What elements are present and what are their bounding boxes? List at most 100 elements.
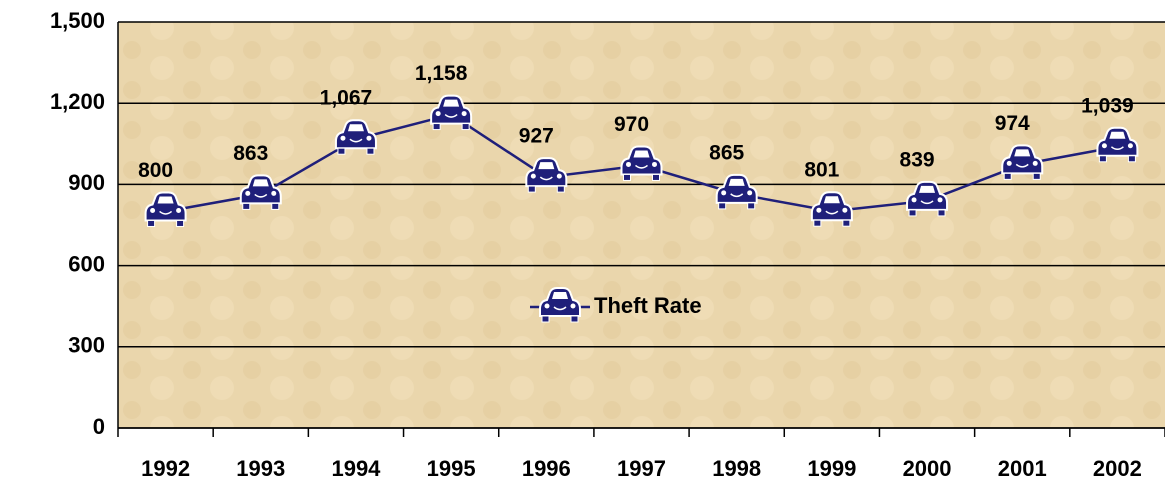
car-body <box>906 180 949 211</box>
car-light <box>340 135 346 141</box>
point-marker <box>239 174 282 210</box>
car-light <box>570 303 576 309</box>
car-smile <box>539 176 553 181</box>
car-body <box>430 94 473 125</box>
car-body <box>1096 126 1139 157</box>
data-label: 1,067 <box>320 87 373 110</box>
x-tick-label: 2002 <box>1093 456 1142 481</box>
data-label: 1,039 <box>1081 94 1134 117</box>
y-tick-label: 1,500 <box>50 8 105 33</box>
point-marker <box>715 173 758 210</box>
point-marker <box>525 157 568 193</box>
car-wheel <box>813 219 822 227</box>
car-light <box>461 111 467 117</box>
x-tick-label: 1994 <box>331 456 381 481</box>
point-marker <box>144 191 187 227</box>
legend-marker <box>539 287 581 323</box>
point-marker <box>1096 126 1139 163</box>
car-wheel <box>541 315 550 323</box>
car-light <box>652 161 657 167</box>
car-body <box>525 157 568 188</box>
car-smile <box>1110 146 1124 151</box>
car-wheel <box>718 202 727 210</box>
y-tick-label: 300 <box>68 333 105 358</box>
car-body <box>810 191 853 222</box>
x-tick-label: 1996 <box>522 456 571 481</box>
car-light <box>747 190 753 196</box>
car-smile <box>825 210 839 215</box>
car-body <box>144 191 187 222</box>
car-light <box>1127 143 1133 149</box>
car-smile <box>635 164 648 169</box>
data-label: 863 <box>233 142 268 165</box>
car-body <box>334 119 377 150</box>
car-wheel <box>1098 155 1107 163</box>
car-window <box>552 292 568 299</box>
car-smile <box>444 113 458 118</box>
car-smile <box>730 193 744 198</box>
point-marker <box>810 191 853 227</box>
point-marker <box>1001 144 1044 180</box>
data-label: 865 <box>709 141 744 164</box>
car-window <box>728 178 745 186</box>
car-light <box>435 111 441 117</box>
data-label: 927 <box>519 125 554 148</box>
x-tick-label: 1998 <box>712 456 761 481</box>
car-light <box>842 207 848 213</box>
x-tick-label: 1997 <box>617 456 666 481</box>
car-smile <box>349 138 363 143</box>
car-window <box>919 185 936 193</box>
car-light <box>1032 160 1038 166</box>
car-wheel <box>147 219 156 227</box>
car-wheel <box>1003 172 1012 180</box>
x-tick-label: 1993 <box>236 456 285 481</box>
car-light <box>1006 160 1012 166</box>
car-wheel <box>242 202 251 210</box>
y-tick-label: 0 <box>93 414 105 439</box>
car-light <box>816 207 822 213</box>
car-window <box>347 124 364 132</box>
car-body <box>239 174 282 205</box>
y-tick-label: 600 <box>68 251 105 276</box>
data-label: 839 <box>900 148 935 171</box>
car-wheel <box>1127 155 1136 163</box>
car-wheel <box>652 173 660 181</box>
car-wheel <box>570 315 579 323</box>
data-label: 800 <box>138 159 173 182</box>
y-tick-label: 900 <box>68 170 105 195</box>
car-wheel <box>1032 172 1041 180</box>
point-marker <box>334 119 377 155</box>
car-light <box>530 173 536 179</box>
x-tick-label: 1992 <box>141 456 190 481</box>
car-light <box>937 197 943 203</box>
x-tick-label: 1999 <box>807 456 856 481</box>
car-light <box>1101 143 1107 149</box>
car-wheel <box>747 202 756 210</box>
car-window <box>823 196 840 204</box>
car-wheel <box>527 185 536 193</box>
car-wheel <box>842 219 851 227</box>
car-smile <box>920 200 934 205</box>
car-light <box>911 197 917 203</box>
data-label: 970 <box>614 113 649 136</box>
car-wheel <box>908 209 917 217</box>
car-window <box>443 99 460 107</box>
point-marker <box>620 145 663 181</box>
legend-label: Theft Rate <box>594 293 702 318</box>
car-smile <box>159 210 173 215</box>
point-marker <box>430 94 473 131</box>
car-body <box>620 145 663 176</box>
car-light <box>366 135 372 141</box>
car-light <box>721 190 727 196</box>
car-window <box>633 150 650 158</box>
car-light <box>544 303 550 309</box>
car-wheel <box>432 123 441 131</box>
car-window <box>538 162 555 170</box>
car-light <box>626 161 631 167</box>
car-wheel <box>556 185 565 193</box>
car-wheel <box>937 209 946 217</box>
x-tick-label: 2001 <box>998 456 1047 481</box>
car-wheel <box>271 202 280 210</box>
car-wheel <box>623 173 631 181</box>
car-smile <box>1015 163 1029 168</box>
